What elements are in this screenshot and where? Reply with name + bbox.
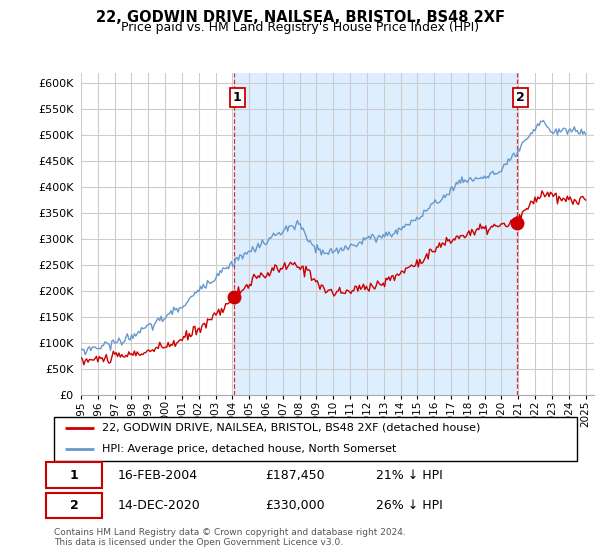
Text: Contains HM Land Registry data © Crown copyright and database right 2024.
This d: Contains HM Land Registry data © Crown c… [54,528,406,547]
Text: 1: 1 [70,469,79,482]
Text: 16-FEB-2004: 16-FEB-2004 [118,469,197,482]
Text: 2: 2 [70,499,79,512]
Text: 1: 1 [233,91,242,104]
FancyBboxPatch shape [46,493,101,519]
Text: 2: 2 [516,91,524,104]
FancyBboxPatch shape [46,463,101,488]
Text: 22, GODWIN DRIVE, NAILSEA, BRISTOL, BS48 2XF (detached house): 22, GODWIN DRIVE, NAILSEA, BRISTOL, BS48… [101,423,480,432]
FancyBboxPatch shape [54,417,577,461]
Bar [234,73,517,395]
Text: 26% ↓ HPI: 26% ↓ HPI [376,499,443,512]
Text: 14-DEC-2020: 14-DEC-2020 [118,499,200,512]
Text: HPI: Average price, detached house, North Somerset: HPI: Average price, detached house, Nort… [101,444,396,454]
Text: 21% ↓ HPI: 21% ↓ HPI [376,469,443,482]
Text: £330,000: £330,000 [265,499,325,512]
Text: £187,450: £187,450 [265,469,325,482]
Text: Price paid vs. HM Land Registry's House Price Index (HPI): Price paid vs. HM Land Registry's House … [121,21,479,34]
Text: 22, GODWIN DRIVE, NAILSEA, BRISTOL, BS48 2XF: 22, GODWIN DRIVE, NAILSEA, BRISTOL, BS48… [95,10,505,25]
